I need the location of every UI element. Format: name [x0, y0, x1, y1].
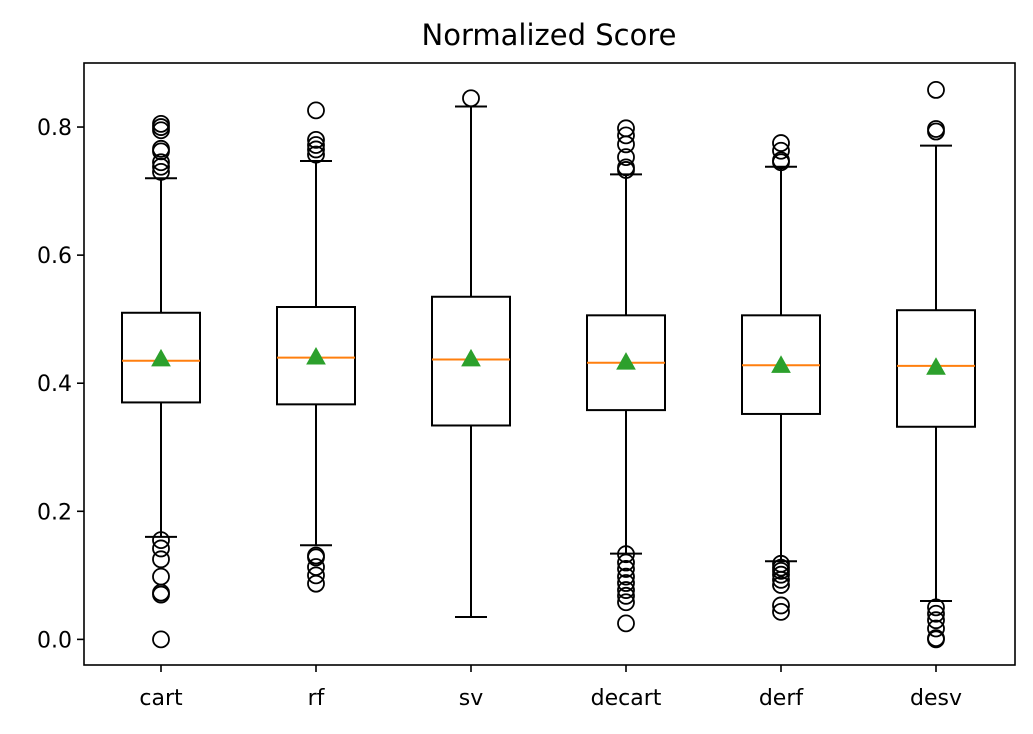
outlier-point — [772, 141, 790, 160]
outlier-point — [307, 101, 325, 120]
outlier-point — [772, 151, 790, 170]
outlier-point — [617, 586, 635, 605]
outlier-point — [772, 596, 790, 615]
outlier-point — [617, 560, 635, 578]
y-tick-label: 0.6 — [37, 244, 72, 269]
outlier-point — [152, 531, 170, 550]
outlier-point — [152, 162, 170, 181]
outlier-point — [927, 611, 945, 630]
outlier-point — [617, 553, 635, 572]
outlier-point — [307, 136, 325, 154]
x-tick-label: rf — [308, 686, 326, 711]
outlier-point — [617, 567, 635, 586]
outlier-point — [617, 614, 635, 633]
outlier-point — [617, 158, 635, 177]
outlier-point — [927, 80, 945, 99]
outlier-point — [927, 619, 945, 638]
x-tick-label: sv — [459, 686, 483, 711]
outlier-point — [772, 134, 790, 152]
outlier-point — [152, 550, 170, 569]
box-group-decart — [586, 119, 666, 633]
outlier-point — [927, 120, 945, 138]
outlier-point — [617, 148, 635, 167]
mean-marker — [926, 357, 946, 375]
mean-marker — [306, 346, 326, 365]
x-tick-label: decart — [591, 686, 662, 711]
outlier-point — [617, 581, 635, 599]
outlier-point — [307, 558, 325, 576]
outlier-point — [307, 566, 325, 585]
box-group-desv — [896, 80, 976, 649]
outlier-point — [617, 545, 635, 564]
outlier-point — [617, 126, 635, 145]
x-tick-label: cart — [139, 686, 183, 711]
box-group-sv — [431, 89, 511, 618]
outlier-point — [772, 554, 790, 573]
y-tick-label: 0.2 — [37, 500, 72, 525]
outlier-point — [152, 153, 170, 172]
outlier-point — [152, 139, 170, 158]
outlier-point — [307, 145, 325, 164]
outlier-point — [617, 574, 635, 592]
mean-marker — [151, 348, 171, 367]
y-tick-label: 0.4 — [37, 372, 72, 397]
outlier-point — [772, 602, 790, 621]
box-group-derf — [741, 134, 821, 621]
outlier-point — [307, 140, 325, 159]
chart-title: Normalized Score — [422, 18, 677, 52]
outlier-point — [927, 604, 945, 623]
y-tick-label: 0.0 — [37, 628, 72, 653]
box-group-cart — [121, 114, 201, 649]
outlier-point — [617, 119, 635, 138]
outlier-point — [617, 593, 635, 612]
iqr-box — [896, 309, 976, 428]
outlier-point — [462, 89, 480, 108]
iqr-box — [121, 311, 201, 404]
outlier-point — [772, 576, 790, 594]
x-tick-label: derf — [759, 686, 805, 711]
outlier-point — [307, 130, 325, 149]
mean-marker — [461, 348, 481, 367]
outlier-point — [927, 629, 945, 648]
y-tick-label: 0.8 — [37, 116, 72, 141]
box-group-rf — [276, 101, 356, 593]
x-tick-label: desv — [910, 686, 962, 711]
plot-frame — [83, 62, 1016, 666]
outlier-point — [152, 539, 170, 558]
outlier-point — [307, 546, 325, 565]
outlier-point — [152, 567, 170, 586]
iqr-box — [276, 306, 356, 406]
plot-layer: 0.0 0.2 0.4 0.6 0.8 cart rf sv decart derf desv — [37, 80, 976, 711]
mean-marker — [616, 352, 636, 370]
outlier-point — [152, 630, 170, 649]
outlier-point — [152, 114, 170, 133]
mean-marker — [771, 355, 791, 373]
iqr-box — [431, 295, 511, 427]
outlier-point — [927, 598, 945, 617]
